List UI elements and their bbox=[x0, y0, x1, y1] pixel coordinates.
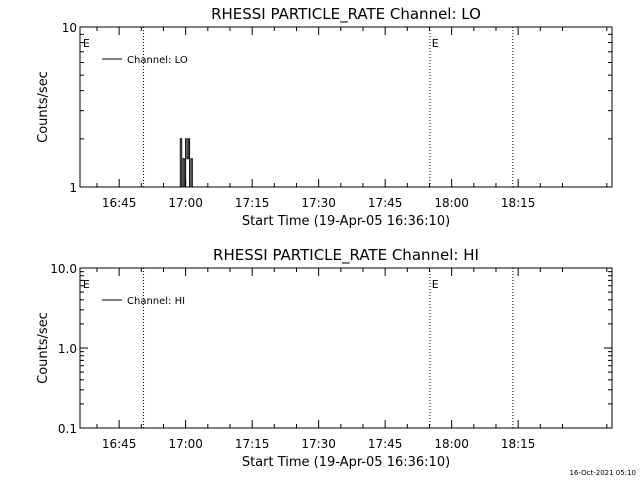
x-tick-label: 17:00 bbox=[168, 196, 203, 210]
x-axis-label: Start Time (19-Apr-05 16:36:10) bbox=[242, 214, 450, 229]
x-tick-label: 18:15 bbox=[501, 437, 536, 451]
x-tick-label: 17:15 bbox=[235, 437, 270, 451]
y-tick-label: 10 bbox=[62, 21, 77, 35]
plot-frame bbox=[79, 26, 613, 188]
x-tick-label: 16:45 bbox=[102, 437, 137, 451]
legend-entry: Channel: LO bbox=[127, 55, 188, 66]
event-marker-label: E bbox=[432, 37, 439, 50]
hi-channel-plot: RHESSI PARTICLE_RATE Channel: HI Start Ti… bbox=[36, 246, 613, 470]
x-tick-label: 17:15 bbox=[235, 196, 270, 210]
x-tick-label: 17:30 bbox=[301, 196, 336, 210]
chart-title: RHESSI PARTICLE_RATE Channel: LO bbox=[211, 5, 481, 24]
y-tick-label: 1 bbox=[69, 181, 77, 195]
y-axis-label: Counts/sec bbox=[36, 71, 51, 143]
y-axis-label: Counts/sec bbox=[36, 312, 51, 384]
generation-timestamp: 16-Oct-2021 05:10 bbox=[570, 469, 636, 477]
event-marker-label: E bbox=[432, 278, 439, 291]
y-tick-label: 10.0 bbox=[50, 262, 77, 276]
x-tick-label: 18:15 bbox=[501, 196, 536, 210]
series-line bbox=[80, 138, 612, 188]
event-marker-label: E bbox=[83, 37, 90, 50]
chart-title: RHESSI PARTICLE_RATE Channel: HI bbox=[213, 246, 479, 265]
x-axis-label: Start Time (19-Apr-05 16:36:10) bbox=[242, 455, 450, 470]
y-tick-label: 0.1 bbox=[58, 422, 77, 436]
x-tick-label: 17:30 bbox=[301, 437, 336, 451]
x-tick-label: 16:45 bbox=[102, 196, 137, 210]
legend-entry: Channel: HI bbox=[127, 296, 185, 307]
y-tick-label: 1.0 bbox=[58, 342, 77, 356]
plot-frame bbox=[79, 267, 613, 429]
x-tick-label: 18:00 bbox=[434, 196, 469, 210]
x-tick-label: 17:00 bbox=[168, 437, 203, 451]
x-tick-label: 17:45 bbox=[368, 196, 403, 210]
lo-channel-plot: RHESSI PARTICLE_RATE Channel: LO Start Ti… bbox=[36, 5, 613, 229]
x-tick-label: 18:00 bbox=[434, 437, 469, 451]
x-tick-label: 17:45 bbox=[368, 437, 403, 451]
event-marker-label: E bbox=[83, 278, 90, 291]
